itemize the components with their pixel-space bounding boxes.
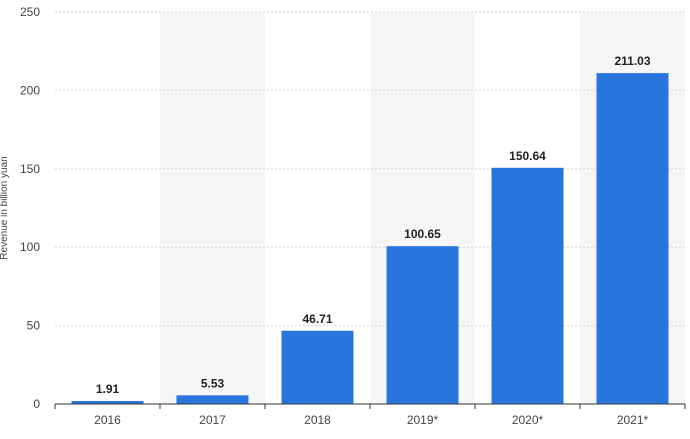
- data-label: 46.71: [302, 312, 332, 326]
- data-label: 150.64: [509, 149, 546, 163]
- data-label: 211.03: [614, 54, 650, 68]
- x-tick-label: 2019*: [407, 413, 439, 427]
- gridlines: [55, 11, 685, 327]
- x-tick-label: 2021*: [617, 413, 649, 427]
- bar: [491, 167, 564, 404]
- x-tick-label: 2018: [304, 413, 331, 427]
- y-tick-label: 50: [27, 319, 41, 333]
- y-tick-label: 0: [33, 397, 40, 411]
- bar: [71, 401, 144, 404]
- data-label: 5.53: [201, 376, 225, 390]
- bar: [386, 246, 459, 404]
- y-tick-label: 200: [20, 83, 40, 97]
- column-shading: [160, 12, 265, 404]
- y-axis: 0 50 100 150 200 250: [20, 5, 40, 411]
- bar: [176, 395, 249, 404]
- x-tick-label: 2020*: [512, 413, 544, 427]
- x-axis: 2016 2017 2018 2019* 2020* 2021*: [54, 403, 686, 427]
- data-label: 100.65: [404, 227, 441, 241]
- y-axis-title: Revenue in billion yuan: [0, 156, 10, 259]
- bars: [71, 73, 669, 405]
- bar: [281, 330, 354, 404]
- y-tick-label: 100: [20, 240, 40, 254]
- data-label: 1.91: [96, 382, 120, 396]
- x-tick-label: 2017: [199, 413, 226, 427]
- bar: [596, 73, 669, 405]
- data-labels: 1.91 5.53 46.71 100.65 150.64 211.03: [96, 54, 651, 396]
- y-tick-label: 250: [20, 5, 40, 19]
- x-tick-label: 2016: [94, 413, 121, 427]
- y-tick-label: 150: [20, 162, 40, 176]
